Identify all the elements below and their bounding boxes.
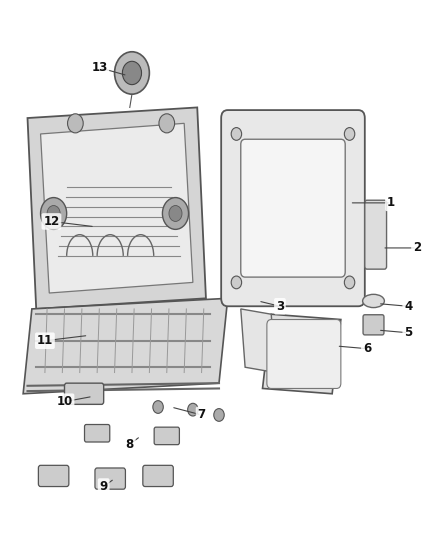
Circle shape: [67, 114, 83, 133]
Text: 2: 2: [413, 241, 421, 254]
Polygon shape: [23, 298, 228, 394]
Circle shape: [214, 409, 224, 421]
Text: 8: 8: [126, 438, 134, 450]
FancyBboxPatch shape: [85, 424, 110, 442]
Text: 4: 4: [404, 300, 413, 313]
Text: 12: 12: [43, 215, 60, 228]
Circle shape: [41, 198, 67, 229]
FancyBboxPatch shape: [154, 427, 180, 445]
Polygon shape: [28, 108, 206, 309]
Circle shape: [153, 401, 163, 414]
Circle shape: [231, 127, 242, 140]
Circle shape: [159, 114, 175, 133]
Circle shape: [47, 206, 60, 221]
Text: 3: 3: [276, 300, 284, 313]
Circle shape: [231, 276, 242, 289]
Text: 10: 10: [57, 395, 73, 408]
FancyBboxPatch shape: [241, 139, 345, 277]
FancyBboxPatch shape: [221, 110, 365, 306]
Text: 13: 13: [91, 61, 107, 74]
FancyBboxPatch shape: [267, 319, 341, 389]
Text: 7: 7: [198, 408, 206, 422]
Text: 5: 5: [404, 326, 413, 340]
FancyBboxPatch shape: [64, 383, 104, 405]
Circle shape: [122, 61, 141, 85]
Text: 1: 1: [387, 196, 395, 209]
Circle shape: [344, 127, 355, 140]
FancyBboxPatch shape: [95, 468, 125, 489]
Ellipse shape: [363, 294, 385, 308]
Polygon shape: [241, 309, 276, 373]
FancyBboxPatch shape: [365, 200, 387, 269]
Circle shape: [115, 52, 149, 94]
Circle shape: [344, 276, 355, 289]
Circle shape: [169, 206, 182, 221]
FancyBboxPatch shape: [39, 465, 69, 487]
Text: 6: 6: [363, 342, 371, 355]
Text: 9: 9: [99, 480, 108, 493]
Circle shape: [187, 403, 198, 416]
Text: 11: 11: [37, 334, 53, 347]
FancyBboxPatch shape: [143, 465, 173, 487]
Circle shape: [162, 198, 188, 229]
Polygon shape: [41, 123, 193, 293]
Polygon shape: [262, 314, 341, 394]
FancyBboxPatch shape: [363, 315, 384, 335]
